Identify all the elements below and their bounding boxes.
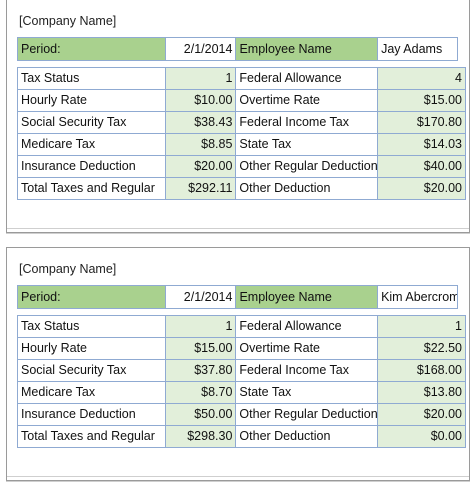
row-label: State Tax	[235, 381, 378, 404]
row-value[interactable]: $15.00	[164, 337, 237, 360]
row-value[interactable]: $292.11	[164, 177, 237, 200]
row-value[interactable]: $50.00	[164, 403, 237, 426]
table-row: Hourly Rate $15.00 Overtime Rate $22.50	[17, 337, 466, 360]
row-label: Medicare Tax	[17, 133, 166, 156]
table-row: Medicare Tax $8.70 State Tax $13.80	[17, 381, 466, 404]
pay-stub-1: [Company Name] Period: 2/1/2014 Employee…	[6, 0, 470, 233]
row-value[interactable]: $298.30	[164, 425, 237, 448]
row-label: Total Taxes and Regular	[17, 177, 166, 200]
row-value[interactable]: $8.70	[164, 381, 237, 404]
table-row: Tax Status 1 Federal Allowance 1	[17, 315, 466, 338]
row-label: Hourly Rate	[17, 89, 166, 112]
employee-label: Employee Name	[235, 285, 379, 309]
period-value[interactable]: 2/1/2014	[164, 285, 237, 309]
row-value[interactable]: $0.00	[377, 425, 466, 448]
row-label: Insurance Deduction	[17, 403, 166, 426]
table-row: Insurance Deduction $50.00 Other Regular…	[17, 403, 466, 426]
table-row: Medicare Tax $8.85 State Tax $14.03	[17, 133, 466, 156]
row-value[interactable]: $168.00	[377, 359, 466, 382]
row-value[interactable]: $38.43	[164, 111, 237, 134]
row-label: Medicare Tax	[17, 381, 166, 404]
period-label: Period:	[17, 285, 166, 309]
header-table: Period: 2/1/2014 Employee Name Jay Adams	[17, 37, 458, 61]
row-label: Hourly Rate	[17, 337, 166, 360]
row-label: Social Security Tax	[17, 111, 166, 134]
row-value[interactable]: 1	[164, 315, 237, 338]
row-label: Tax Status	[17, 315, 166, 338]
row-value[interactable]: 4	[377, 67, 466, 90]
period-value[interactable]: 2/1/2014	[164, 37, 237, 61]
row-value[interactable]: 1	[164, 67, 237, 90]
details-table: Tax Status 1 Federal Allowance 4 Hourly …	[17, 67, 466, 200]
table-row: Total Taxes and Regular $298.30 Other De…	[17, 425, 466, 448]
row-value[interactable]: $20.00	[377, 403, 466, 426]
row-label: State Tax	[235, 133, 378, 156]
table-row: Tax Status 1 Federal Allowance 4	[17, 67, 466, 90]
row-value[interactable]: $37.80	[164, 359, 237, 382]
period-label: Period:	[17, 37, 166, 61]
row-value[interactable]: $14.03	[377, 133, 466, 156]
row-label: Other Regular Deduction	[235, 403, 378, 426]
employee-value[interactable]: Kim Abercrom	[377, 285, 458, 309]
table-row: Insurance Deduction $20.00 Other Regular…	[17, 155, 466, 178]
row-label: Social Security Tax	[17, 359, 166, 382]
table-row: Social Security Tax $38.43 Federal Incom…	[17, 111, 466, 134]
row-value[interactable]: $13.80	[377, 381, 466, 404]
row-label: Other Deduction	[235, 177, 378, 200]
header-table: Period: 2/1/2014 Employee Name Kim Aberc…	[17, 285, 458, 309]
row-value[interactable]: $8.85	[164, 133, 237, 156]
row-label: Federal Income Tax	[235, 111, 378, 134]
row-value[interactable]: $15.00	[377, 89, 466, 112]
row-label: Other Deduction	[235, 425, 378, 448]
header-row: Period: 2/1/2014 Employee Name Jay Adams	[17, 37, 458, 61]
company-name: [Company Name]	[19, 14, 117, 28]
pay-stub-2: [Company Name] Period: 2/1/2014 Employee…	[6, 247, 470, 481]
details-table: Tax Status 1 Federal Allowance 1 Hourly …	[17, 315, 466, 448]
row-value[interactable]: $10.00	[164, 89, 237, 112]
row-label: Overtime Rate	[235, 337, 378, 360]
row-label: Overtime Rate	[235, 89, 378, 112]
row-value[interactable]: $170.80	[377, 111, 466, 134]
row-label: Federal Allowance	[235, 67, 378, 90]
row-label: Insurance Deduction	[17, 155, 166, 178]
table-row: Hourly Rate $10.00 Overtime Rate $15.00	[17, 89, 466, 112]
row-value[interactable]: $40.00	[377, 155, 466, 178]
row-label: Federal Allowance	[235, 315, 378, 338]
employee-label: Employee Name	[235, 37, 379, 61]
employee-value[interactable]: Jay Adams	[377, 37, 458, 61]
row-value[interactable]: 1	[377, 315, 466, 338]
row-value[interactable]: $20.00	[164, 155, 237, 178]
row-label: Tax Status	[17, 67, 166, 90]
table-row: Social Security Tax $37.80 Federal Incom…	[17, 359, 466, 382]
table-row: Total Taxes and Regular $292.11 Other De…	[17, 177, 466, 200]
header-row: Period: 2/1/2014 Employee Name Kim Aberc…	[17, 285, 458, 309]
row-value[interactable]: $20.00	[377, 177, 466, 200]
row-value[interactable]: $22.50	[377, 337, 466, 360]
row-label: Federal Income Tax	[235, 359, 378, 382]
company-name: [Company Name]	[19, 262, 117, 276]
row-label: Other Regular Deduction	[235, 155, 378, 178]
row-label: Total Taxes and Regular	[17, 425, 166, 448]
